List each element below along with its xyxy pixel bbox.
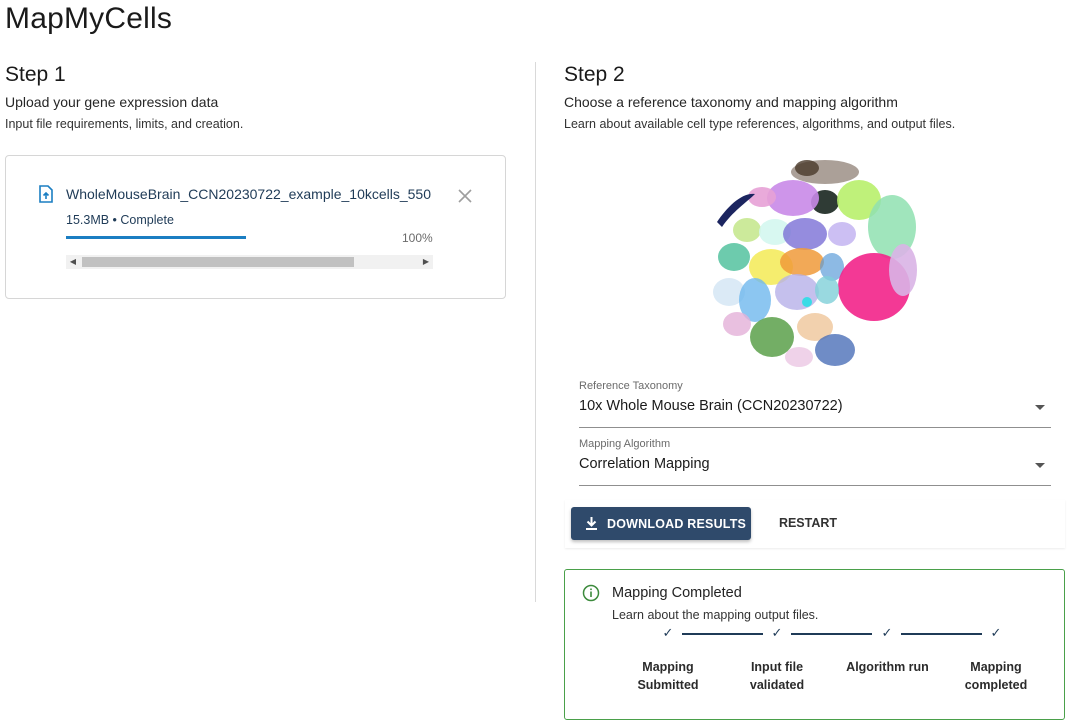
step2-references-link[interactable]: Learn about available cell type referenc… [564, 117, 956, 131]
file-size-status: 15.3MB • Complete [66, 213, 174, 227]
progress-stepper: ✓ ✓ ✓ ✓ Mapping Submitted Input file val… [625, 626, 1045, 706]
app-title: MapMyCells [5, 2, 173, 35]
scrollbar-thumb[interactable] [82, 257, 354, 267]
step1-subtitle: Upload your gene expression data [5, 94, 219, 110]
mapping-algorithm-value: Correlation Mapping [579, 456, 710, 472]
chevron-down-icon[interactable] [1035, 463, 1045, 468]
chevron-down-icon[interactable] [1035, 405, 1045, 410]
file-name-scrollbar[interactable]: ◀ ▶ [66, 255, 433, 269]
stepper-connector [901, 633, 982, 635]
step2-title: Step 2 [564, 63, 625, 86]
reference-taxonomy-value: 10x Whole Mouse Brain (CCN20230722) [579, 398, 843, 414]
stepper-connector [791, 633, 872, 635]
scroll-right-icon[interactable]: ▶ [422, 257, 430, 266]
mapping-algorithm-label: Mapping Algorithm [579, 438, 671, 450]
step-label-algorithm: Algorithm run [846, 660, 929, 674]
taxonomy-umap-image [713, 160, 917, 367]
mapping-status-card: Mapping Completed Learn about the mappin… [564, 569, 1065, 720]
step-label-submitted: Mapping Submitted [637, 660, 699, 692]
upload-progress-percent: 100% [402, 231, 433, 245]
reference-taxonomy-select[interactable]: Reference Taxonomy 10x Whole Mouse Brain… [579, 380, 1051, 428]
file-name: WholeMouseBrain_CCN20230722_example_10kc… [66, 186, 432, 202]
output-files-link[interactable]: Learn about the mapping output files. [612, 608, 819, 622]
check-icon: ✓ [771, 625, 783, 640]
info-icon [582, 584, 600, 602]
reference-taxonomy-label: Reference Taxonomy [579, 380, 683, 392]
step1-title: Step 1 [5, 63, 66, 86]
restart-button[interactable]: RESTART [778, 516, 838, 530]
step2-subtitle: Choose a reference taxonomy and mapping … [564, 94, 898, 110]
step-label-validated: Input file validated [749, 660, 805, 692]
download-results-label: DOWNLOAD RESULTS [607, 517, 747, 531]
upload-progress-bar [66, 236, 246, 239]
column-divider [535, 62, 536, 602]
file-upload-icon [39, 185, 53, 203]
download-results-button[interactable]: DOWNLOAD RESULTS [571, 507, 751, 540]
upload-card: WholeMouseBrain_CCN20230722_example_10kc… [5, 155, 506, 299]
mapping-algorithm-select[interactable]: Mapping Algorithm Correlation Mapping [579, 438, 1051, 486]
check-icon: ✓ [990, 625, 1002, 640]
stepper-connector [682, 633, 763, 635]
step-label-completed: Mapping completed [964, 660, 1028, 692]
check-icon: ✓ [881, 625, 893, 640]
status-title: Mapping Completed [612, 585, 742, 601]
download-icon [586, 517, 597, 530]
check-icon: ✓ [662, 625, 674, 640]
scroll-left-icon[interactable]: ◀ [69, 257, 77, 266]
step1-requirements-link[interactable]: Input file requirements, limits, and cre… [5, 117, 244, 131]
close-icon[interactable] [456, 187, 474, 205]
